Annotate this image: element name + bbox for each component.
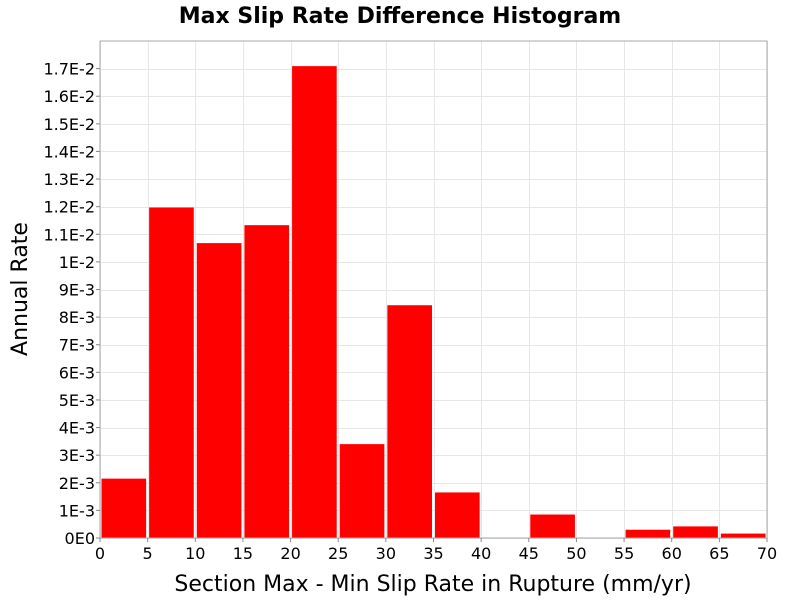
y-tick-label: 1.1E-2 xyxy=(43,225,95,244)
histogram-bar xyxy=(530,514,575,538)
y-tick-label: 7E-3 xyxy=(59,336,95,355)
y-tick-label: 1.6E-2 xyxy=(43,87,95,106)
y-tick-label: 1.3E-2 xyxy=(43,170,95,189)
y-tick-label: 1.5E-2 xyxy=(43,115,95,134)
y-tick-label: 1.4E-2 xyxy=(43,142,95,161)
x-tick-label: 20 xyxy=(280,544,300,563)
y-tick-label: 2E-3 xyxy=(59,474,95,493)
x-tick-labels: 0 5 10 15 20 25 30 35 40 45 50 55 60 65 70 xyxy=(95,544,777,563)
histogram-bar xyxy=(244,225,290,538)
x-tick-label: 60 xyxy=(662,544,682,563)
x-tick-label: 30 xyxy=(376,544,396,563)
histogram-bar xyxy=(196,243,242,538)
y-tick-label: 0E0 xyxy=(65,529,95,548)
y-tick-label: 1.2E-2 xyxy=(43,198,95,217)
histogram-bar xyxy=(673,526,718,538)
histogram-bar xyxy=(435,492,480,538)
x-axis-label: Section Max - Min Slip Rate in Rupture (… xyxy=(174,572,691,597)
y-tick-label: 1E-3 xyxy=(59,501,95,520)
x-tick-label: 40 xyxy=(471,544,491,563)
x-tick-label: 55 xyxy=(614,544,634,563)
histogram-bar xyxy=(625,529,671,538)
x-tick-label: 70 xyxy=(757,544,777,563)
chart-title: Max Slip Rate Difference Histogram xyxy=(179,4,621,29)
y-tick-label: 6E-3 xyxy=(59,363,95,382)
x-tick-label: 50 xyxy=(566,544,586,563)
x-tick-label: 10 xyxy=(185,544,205,563)
y-tick-labels: 0E0 1E-3 2E-3 3E-3 4E-3 5E-3 6E-3 7E-3 8E-3 9E-3 1… xyxy=(43,60,95,548)
x-tick-label: 65 xyxy=(709,544,729,563)
y-tick-label: 3E-3 xyxy=(59,446,95,465)
x-tick-label: 45 xyxy=(519,544,539,563)
y-axis-label: Annual Rate xyxy=(8,222,33,356)
ticks-layer xyxy=(96,68,768,542)
y-tick-label: 5E-3 xyxy=(59,391,95,410)
x-tick-label: 0 xyxy=(95,544,105,563)
histogram-bar xyxy=(720,533,766,538)
x-tick-label: 35 xyxy=(423,544,443,563)
x-tick-label: 25 xyxy=(328,544,348,563)
histogram-bar xyxy=(339,444,385,538)
bars-layer xyxy=(101,66,766,539)
y-tick-label: 1E-2 xyxy=(59,253,95,272)
histogram-bar xyxy=(101,478,147,538)
y-tick-label: 1.7E-2 xyxy=(43,60,95,79)
x-tick-label: 15 xyxy=(233,544,253,563)
y-tick-label: 4E-3 xyxy=(59,419,95,438)
histogram-bar xyxy=(149,207,194,538)
y-tick-label: 8E-3 xyxy=(59,308,95,327)
histogram-bar xyxy=(292,66,337,539)
histogram-bar xyxy=(387,305,432,538)
y-tick-label: 9E-3 xyxy=(59,281,95,300)
x-tick-label: 5 xyxy=(143,544,153,563)
